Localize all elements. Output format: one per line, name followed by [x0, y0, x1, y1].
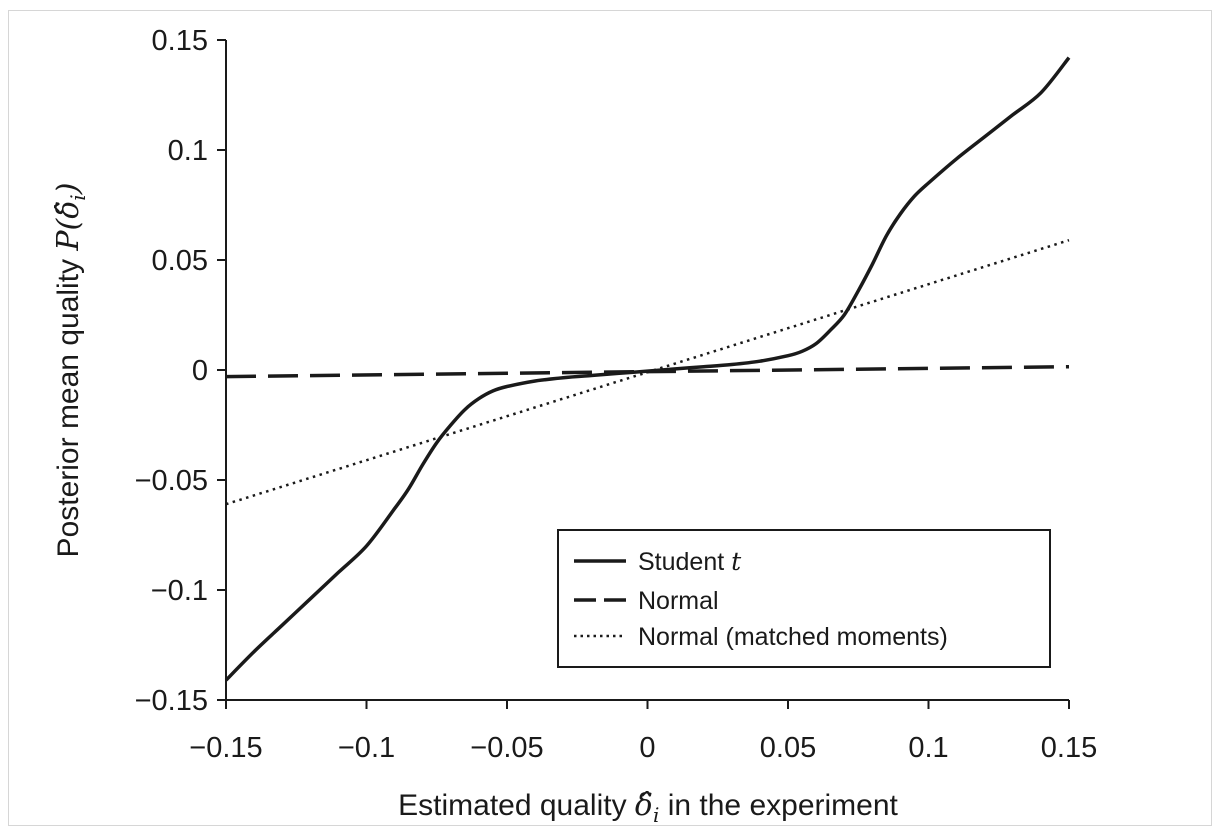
- legend-label-normal: Normal: [638, 587, 719, 615]
- x-tick-label: 0.05: [760, 732, 816, 764]
- legend-label-student-t: Student t: [638, 547, 742, 576]
- x-tick-label: −0.05: [470, 732, 543, 764]
- y-axis-title-prefix: Posterior mean quality: [52, 251, 85, 558]
- x-axis-title-subscript: i: [653, 803, 659, 827]
- x-axis-title-symbol: δ̂: [635, 788, 653, 823]
- x-tick-label: −0.15: [189, 732, 262, 764]
- y-tick-label: −0.1: [151, 575, 208, 607]
- y-axis-title-close: ): [51, 183, 86, 196]
- figure-frame: [8, 10, 1212, 826]
- y-axis-title-symbol: P(δ̂: [51, 201, 86, 252]
- y-tick-label: 0.15: [152, 25, 208, 57]
- legend-student-t-prefix: Student: [638, 548, 731, 576]
- legend: Student t Normal Normal (matched moments…: [557, 529, 1051, 668]
- y-axis-title-subscript: i: [66, 194, 90, 200]
- x-tick-label: 0.1: [908, 732, 948, 764]
- legend-box: [557, 529, 1051, 668]
- legend-student-t-symbol: t: [731, 547, 742, 576]
- x-tick-label: 0.15: [1041, 732, 1097, 764]
- axis-ticks: −0.15 −0.1 −0.05 0 0.05 0.1 0.15 −0.15 −0.1 −0.05…: [135, 25, 1098, 764]
- x-tick-label: −0.1: [338, 732, 395, 764]
- plot-series: [224, 56, 1071, 682]
- y-tick-label: 0: [192, 355, 208, 387]
- x-axis-title-suffix: in the experiment: [659, 789, 898, 822]
- legend-label-normal-matched: Normal (matched moments): [638, 623, 948, 651]
- x-axis-title: Estimated quality δ̂i in the experiment: [398, 788, 898, 827]
- y-axis-title: Posterior mean quality P(δ̂i): [51, 183, 90, 558]
- y-tick-label: −0.05: [135, 465, 208, 497]
- series-line-normal-matched: [225, 239, 1070, 506]
- x-axis-title-prefix: Estimated quality: [398, 789, 635, 822]
- y-tick-label: 0.1: [168, 135, 208, 167]
- y-tick-label: 0.05: [152, 245, 208, 277]
- x-tick-label: 0: [639, 732, 655, 764]
- y-tick-label: −0.15: [135, 685, 208, 717]
